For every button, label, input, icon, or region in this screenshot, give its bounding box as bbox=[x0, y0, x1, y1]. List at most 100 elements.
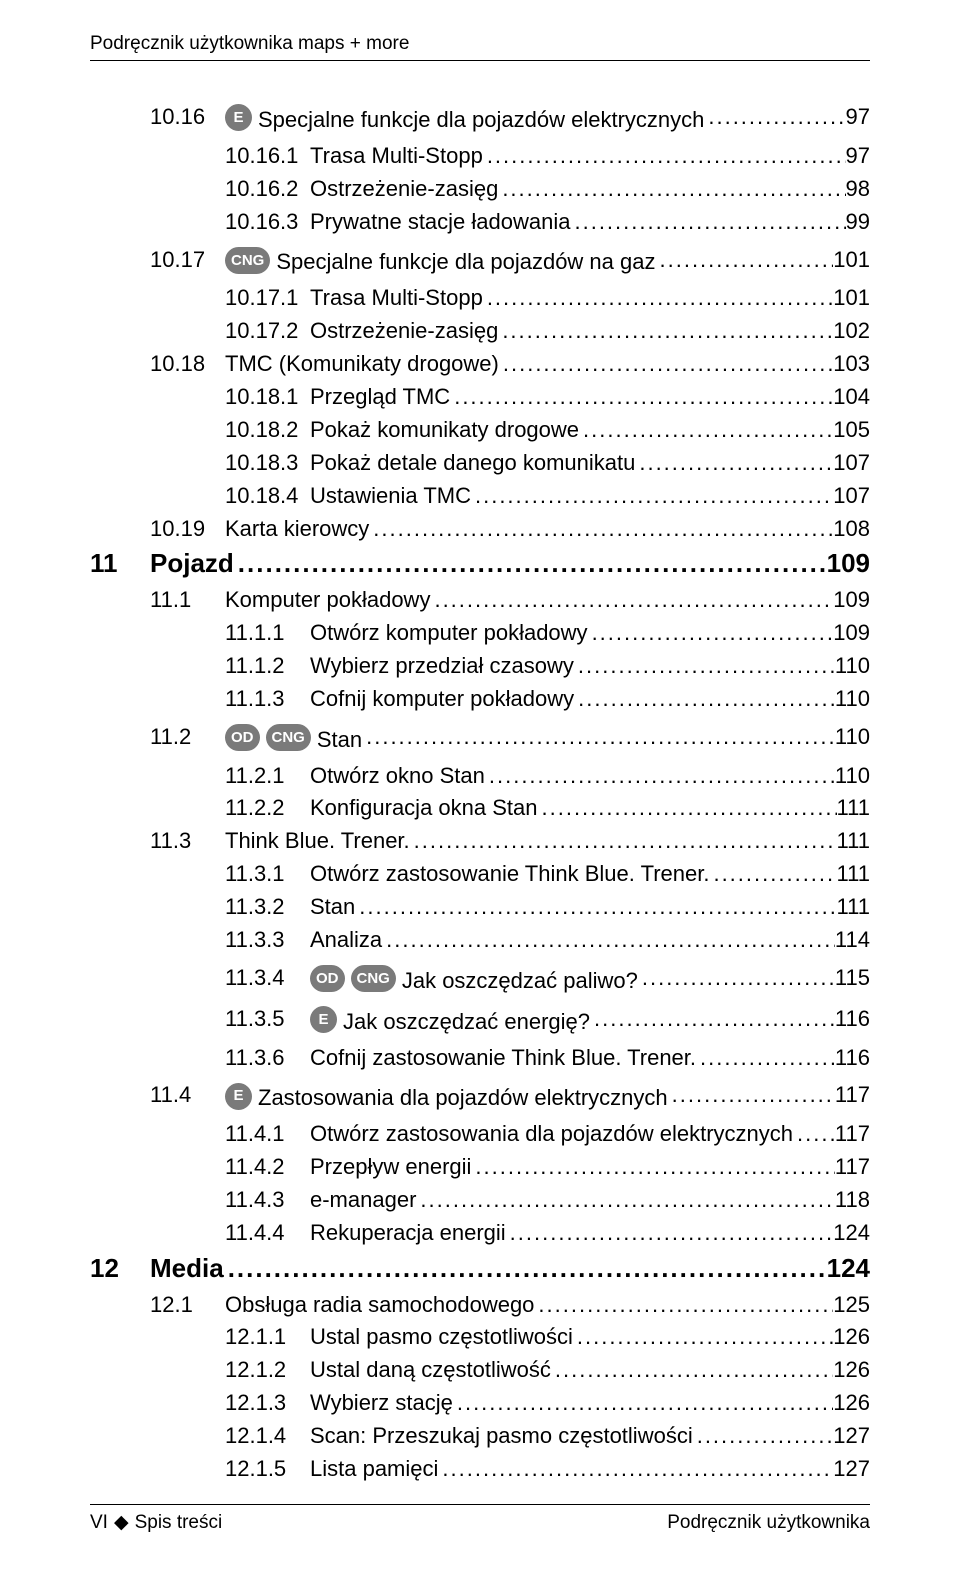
toc-title: Komputer pokładowy bbox=[225, 584, 430, 616]
toc-title: Cofnij komputer pokładowy bbox=[310, 683, 574, 715]
toc-title: TMC (Komunikaty drogowe) bbox=[225, 348, 499, 380]
toc-title-wrap: Obsługa radia samochodowego bbox=[225, 1289, 534, 1321]
toc-title-wrap: Think Blue. Trener. bbox=[225, 825, 410, 857]
toc-page-number: 104 bbox=[833, 381, 870, 413]
toc-leader: ........................................… bbox=[551, 1354, 833, 1386]
toc-page-number: 114 bbox=[835, 924, 870, 956]
toc-title-wrap: Ostrzeżenie-zasięg bbox=[310, 315, 498, 347]
toc-page-number: 97 bbox=[846, 101, 870, 133]
toc-title-wrap: Wybierz stację bbox=[310, 1387, 453, 1419]
toc-line: 11.4.1Otwórz zastosowania dla pojazdów e… bbox=[90, 1118, 870, 1150]
toc-line: 10.17.1Trasa Multi-Stopp................… bbox=[90, 282, 870, 314]
toc-leader: ........................................… bbox=[579, 414, 833, 446]
toc-leader: ........................................… bbox=[709, 858, 836, 890]
toc-number: 11.1.1 bbox=[225, 617, 310, 649]
toc-page-number: 109 bbox=[833, 584, 870, 616]
toc-title: Pojazd bbox=[150, 545, 234, 583]
toc-number: 12.1.4 bbox=[225, 1420, 310, 1452]
header-text: Podręcznik użytkownika maps + more bbox=[90, 33, 409, 54]
footer-right: Podręcznik użytkownika bbox=[667, 1509, 870, 1537]
toc-number: 10.17.2 bbox=[225, 315, 310, 347]
toc-title: Otwórz komputer pokładowy bbox=[310, 617, 588, 649]
toc-number: 11.4.4 bbox=[225, 1217, 310, 1249]
toc-title-wrap: ODCNGStan bbox=[225, 724, 362, 756]
toc-title-wrap: Scan: Przeszukaj pasmo częstotliwości bbox=[310, 1420, 693, 1452]
toc-page-number: 99 bbox=[846, 206, 870, 238]
toc-title-wrap: Otwórz komputer pokładowy bbox=[310, 617, 588, 649]
toc-number: 12 bbox=[90, 1250, 150, 1288]
toc-number: 11.3 bbox=[150, 825, 225, 857]
toc-page-number: 97 bbox=[846, 140, 870, 172]
toc-title: Zastosowania dla pojazdów elektrycznych bbox=[258, 1082, 668, 1114]
toc-leader: ........................................… bbox=[410, 825, 837, 857]
toc-line: 11.4.2Przepływ energii..................… bbox=[90, 1151, 870, 1183]
toc-leader: ........................................… bbox=[485, 760, 835, 792]
toc-number: 11.2.1 bbox=[225, 760, 310, 792]
toc-leader: ........................................… bbox=[450, 381, 833, 413]
toc-title: Otwórz zastosowanie Think Blue. Trener. bbox=[310, 858, 709, 890]
toc-line: 11.1.1Otwórz komputer pokładowy.........… bbox=[90, 617, 870, 649]
toc-line: 11.3.2Stan..............................… bbox=[90, 891, 870, 923]
toc-title-wrap: Lista pamięci bbox=[310, 1453, 438, 1485]
toc-title-wrap: Stan bbox=[310, 891, 355, 923]
toc-title-wrap: Trasa Multi-Stopp bbox=[310, 282, 483, 314]
toc-leader: ........................................… bbox=[498, 173, 845, 205]
toc-title: Jak oszczędzać paliwo? bbox=[402, 965, 638, 997]
toc-title-wrap: Analiza bbox=[310, 924, 382, 956]
toc-number: 11.3.5 bbox=[225, 1003, 310, 1035]
toc-number: 10.16 bbox=[150, 101, 225, 133]
toc-page-number: 126 bbox=[833, 1321, 870, 1353]
toc-title: Otwórz okno Stan bbox=[310, 760, 485, 792]
toc-title-wrap: Ustal daną częstotliwość bbox=[310, 1354, 551, 1386]
toc-number: 11.4.2 bbox=[225, 1151, 310, 1183]
toc-title: Rekuperacja energii bbox=[310, 1217, 506, 1249]
toc-number: 10.18.3 bbox=[225, 447, 310, 479]
toc-leader: ........................................… bbox=[498, 315, 833, 347]
toc-title-wrap: Ustawienia TMC bbox=[310, 480, 471, 512]
toc-title-wrap: Wybierz przedział czasowy bbox=[310, 650, 574, 682]
toc-number: 11.4.1 bbox=[225, 1118, 310, 1150]
toc-number: 12.1.5 bbox=[225, 1453, 310, 1485]
cng-badge-icon: CNG bbox=[266, 724, 311, 751]
toc-page-number: 111 bbox=[837, 891, 870, 923]
toc-title-wrap: Konfiguracja okna Stan bbox=[310, 792, 538, 824]
toc-number: 10.16.2 bbox=[225, 173, 310, 205]
toc-line: 11.2ODCNGStan...........................… bbox=[90, 721, 870, 756]
toc-leader: ........................................… bbox=[534, 1289, 833, 1321]
toc-line: 10.18.3Pokaż detale danego komunikatu...… bbox=[90, 447, 870, 479]
toc-number: 11.3.4 bbox=[225, 962, 310, 994]
toc-number: 10.17 bbox=[150, 244, 225, 276]
toc-title: Ostrzeżenie-zasięg bbox=[310, 173, 498, 205]
toc-page-number: 117 bbox=[835, 1118, 870, 1150]
toc-title-wrap: Rekuperacja energii bbox=[310, 1217, 506, 1249]
toc-leader: ........................................… bbox=[471, 1151, 835, 1183]
toc-page-number: 110 bbox=[835, 650, 870, 682]
toc-line: 11.1Komputer pokładowy..................… bbox=[90, 584, 870, 616]
toc-title-wrap: Otwórz zastosowania dla pojazdów elektry… bbox=[310, 1118, 793, 1150]
toc-title: Media bbox=[150, 1250, 224, 1288]
toc-title-wrap: Komputer pokładowy bbox=[225, 584, 430, 616]
toc-title: Think Blue. Trener. bbox=[225, 825, 410, 857]
toc-leader: ........................................… bbox=[538, 792, 837, 824]
od-badge-icon: OD bbox=[225, 724, 260, 751]
toc-line: 10.18.4Ustawienia TMC...................… bbox=[90, 480, 870, 512]
toc-title: Obsługa radia samochodowego bbox=[225, 1289, 534, 1321]
toc-line: 10.16.1Trasa Multi-Stopp................… bbox=[90, 140, 870, 172]
toc-title-wrap: Trasa Multi-Stopp bbox=[310, 140, 483, 172]
e-badge-icon: E bbox=[225, 1083, 252, 1110]
page-header: Podręcznik użytkownika maps + more bbox=[90, 30, 870, 61]
toc-title: Jak oszczędzać energię? bbox=[343, 1006, 590, 1038]
toc-leader: ........................................… bbox=[471, 480, 833, 512]
toc-line: 11.3Think Blue. Trener..................… bbox=[90, 825, 870, 857]
toc-line: 12Media.................................… bbox=[90, 1250, 870, 1288]
toc-page-number: 101 bbox=[833, 244, 870, 276]
toc-title: Trasa Multi-Stopp bbox=[310, 282, 483, 314]
toc-line: 11.2.2Konfiguracja okna Stan............… bbox=[90, 792, 870, 824]
toc-page-number: 110 bbox=[835, 760, 870, 792]
toc-line: 12.1.1Ustal pasmo częstotliwości........… bbox=[90, 1321, 870, 1353]
toc-line: 11.3.4ODCNGJak oszczędzać paliwo?.......… bbox=[90, 962, 870, 997]
e-badge-icon: E bbox=[310, 1006, 337, 1033]
toc-title-wrap: EJak oszczędzać energię? bbox=[310, 1006, 590, 1038]
toc-leader: ........................................… bbox=[382, 924, 835, 956]
toc-title: Ustal daną częstotliwość bbox=[310, 1354, 551, 1386]
